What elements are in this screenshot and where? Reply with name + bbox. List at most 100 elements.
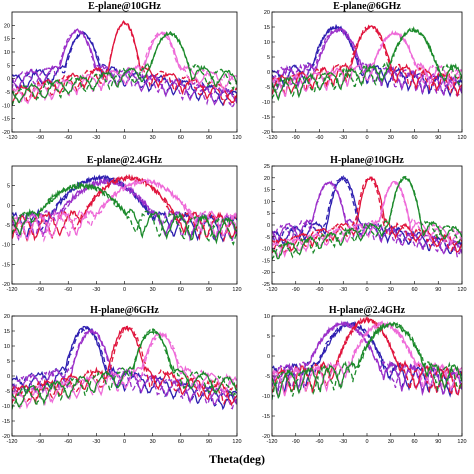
series-line-3-solid [12,325,237,407]
series-line-5-dashed [12,181,237,246]
y-tick-label: -20 [2,282,10,288]
y-tick-label: -5 [265,374,270,380]
x-tick-label: 120 [457,287,466,293]
y-tick-label: -15 [2,117,10,123]
x-tick-label: 60 [178,287,184,293]
x-tick-label: 90 [206,439,212,445]
x-tick-label: -60 [64,439,72,445]
panel-title: E-plane@10GHz [88,1,161,12]
series-line-3-dashed [12,173,237,243]
series-line-5-solid [12,328,237,408]
x-tick-label: -90 [36,439,44,445]
panel-title: H-plane@10GHz [330,155,404,166]
y-tick-label: -15 [262,414,270,420]
series-line-4-solid [12,331,237,410]
panel-1: E-plane@10GHz -120 -90 -60 -30 0 30 60 90 120 -20 -… [2,1,242,141]
x-tick-label: 90 [435,287,441,293]
panel-6: H-plane@2.4GHz -120 -90 -60 -30 0 30 60 90 120 -20… [262,305,467,445]
series-line-2-solid [12,28,237,106]
series-line-1-solid [12,31,237,107]
y-tick-label: 0 [267,70,270,76]
x-tick-label: -90 [36,287,44,293]
panel-3: E-plane@2.4GHz -120 -90 -60 -30 0 30 60 90 120 -20… [2,155,242,293]
x-tick-label: 0 [123,135,126,141]
y-tick-label: -15 [2,262,10,268]
y-tick-label: -10 [262,100,270,106]
y-tick-label: 25 [264,164,270,170]
y-tick-label: 20 [264,176,270,182]
y-tick-label: -10 [2,404,10,410]
x-tick-label: 0 [123,287,126,293]
plot-area [272,174,462,260]
series-line-5-dashed [272,175,462,260]
x-tick-label: 120 [232,135,241,141]
series-line-5-dashed [12,31,237,107]
series-line-2-solid [12,328,237,405]
y-tick-label: 20 [4,314,10,320]
y-tick-label: -10 [262,247,270,253]
x-tick-label: -30 [92,287,100,293]
x-tick-label: 90 [206,135,212,141]
series-line-5-solid [272,176,462,260]
y-tick-label: 15 [264,188,270,194]
series-line-5-solid [272,321,462,400]
x-tick-label: 120 [232,439,241,445]
y-tick-label: -10 [262,394,270,400]
series-line-5-solid [12,182,237,245]
y-tick-label: -20 [2,434,10,440]
panel-2: E-plane@6GHz -120 -90 -60 -30 0 30 60 90 120 -20 -1… [262,1,467,141]
y-tick-label: 5 [7,184,10,190]
x-tick-label: 60 [411,439,417,445]
x-tick-label: 30 [150,135,156,141]
y-tick-label: 5 [267,55,270,61]
series-line-5-solid [12,30,237,104]
x-tick-label: -60 [316,287,324,293]
x-tick-label: -60 [316,439,324,445]
x-tick-label: 60 [178,135,184,141]
x-tick-label: 30 [388,287,394,293]
y-tick-label: 10 [264,314,270,320]
x-tick-label: 120 [457,135,466,141]
y-tick-label: -5 [5,90,10,96]
y-tick-label: -20 [262,434,270,440]
x-tick-label: -90 [292,439,300,445]
x-tick-label: -60 [316,135,324,141]
x-tick-label: 90 [435,135,441,141]
y-tick-label: 5 [7,359,10,365]
series-line-5-dashed [272,27,462,100]
x-tick-label: 30 [150,287,156,293]
y-tick-label: 0 [7,203,10,209]
y-tick-label: 0 [267,354,270,360]
x-tick-label: 60 [178,439,184,445]
x-tick-label: 90 [435,439,441,445]
series-line-4-solid [272,30,462,97]
x-tick-label: -120 [266,287,277,293]
x-tick-label: 0 [123,439,126,445]
x-tick-label: -90 [36,135,44,141]
y-tick-label: -15 [262,115,270,121]
y-tick-label: -5 [265,235,270,241]
y-tick-label: -10 [2,243,10,249]
series-line-2-dashed [272,320,462,397]
series-line-3-solid [12,20,237,104]
series-line-2-dashed [272,27,462,97]
y-tick-label: 10 [4,50,10,56]
y-tick-label: 5 [267,211,270,217]
y-tick-label: 10 [264,199,270,205]
x-tick-label: -120 [6,287,17,293]
panel-4: H-plane@10GHz -120 -90 -60 -30 0 30 60 90 120 -25 -… [262,155,467,293]
series-line-5-dashed [12,328,237,410]
y-tick-label: -20 [2,130,10,136]
panel-title: E-plane@2.4GHz [87,155,163,166]
series-line-3-dashed [272,316,462,397]
panel-title: H-plane@2.4GHz [329,305,406,316]
x-tick-label: 0 [365,439,368,445]
x-tick-label: -30 [339,439,347,445]
x-tick-label: 0 [365,135,368,141]
y-tick-label: 5 [267,334,270,340]
y-tick-label: -10 [2,103,10,109]
x-tick-label: -60 [64,135,72,141]
plot-area [272,316,462,400]
x-tick-label: -120 [266,439,277,445]
x-tick-label: -90 [292,135,300,141]
